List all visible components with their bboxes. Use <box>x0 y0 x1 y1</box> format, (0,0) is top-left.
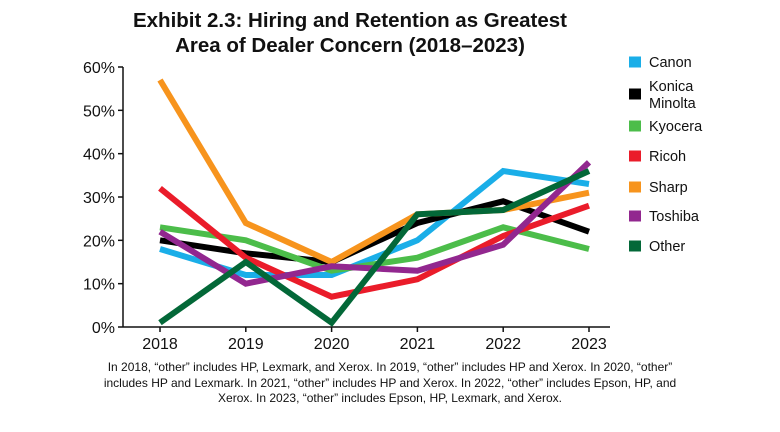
chart-footnote: In 2018, “other” includes HP, Lexmark, a… <box>40 360 740 407</box>
legend-label-toshiba: Toshiba <box>649 209 700 225</box>
footnote-line-1: In 2018, “other” includes HP, Lexmark, a… <box>107 360 673 374</box>
y-tick-label: 60% <box>83 60 115 77</box>
legend-swatch-canon <box>629 56 641 68</box>
y-tick-label: 50% <box>83 103 115 120</box>
legend-label-konica-minolta: Konica <box>649 79 694 95</box>
y-tick-label: 10% <box>83 277 115 294</box>
x-tick-label: 2023 <box>571 336 607 353</box>
chart-title-line-1: Exhibit 2.3: Hiring and Retention as Gre… <box>132 9 567 32</box>
legend-swatch-konica-minolta <box>629 88 641 100</box>
y-tick-label: 30% <box>83 190 115 207</box>
x-tick-label: 2022 <box>485 336 521 353</box>
legend-label-kyocera: Kyocera <box>649 119 703 135</box>
legend-label-other: Other <box>649 239 685 255</box>
legend-label-konica-minolta: Minolta <box>649 96 697 112</box>
legend-swatch-sharp <box>629 181 641 193</box>
x-tick-label: 2021 <box>400 336 436 353</box>
series-line-other <box>158 168 591 327</box>
legend-swatch-toshiba <box>629 210 641 222</box>
x-tick-label: 2020 <box>314 336 350 353</box>
y-tick-label: 40% <box>83 147 115 164</box>
legend-swatch-kyocera <box>629 120 641 132</box>
legend-label-ricoh: Ricoh <box>649 149 686 165</box>
footnote-line-2: includes HP and Lexmark. In 2021, “other… <box>103 375 677 390</box>
legend-swatch-ricoh <box>629 150 641 162</box>
chart-title-line-2: Area of Dealer Concern (2018–2023) <box>175 34 525 57</box>
legend-swatch-other <box>629 240 641 252</box>
legend-label-sharp: Sharp <box>649 180 688 196</box>
y-tick-label: 0% <box>92 320 115 337</box>
x-tick-label: 2018 <box>142 336 178 353</box>
chart-title: Exhibit 2.3: Hiring and Retention as Gre… <box>120 8 580 58</box>
series-line-sharp <box>157 78 590 266</box>
y-tick-label: 20% <box>83 233 115 250</box>
x-tick-label: 2019 <box>228 336 264 353</box>
legend-label-canon: Canon <box>649 55 692 71</box>
footnote-line-3: Xerox. In 2023, “other” includes Epson, … <box>218 391 562 405</box>
